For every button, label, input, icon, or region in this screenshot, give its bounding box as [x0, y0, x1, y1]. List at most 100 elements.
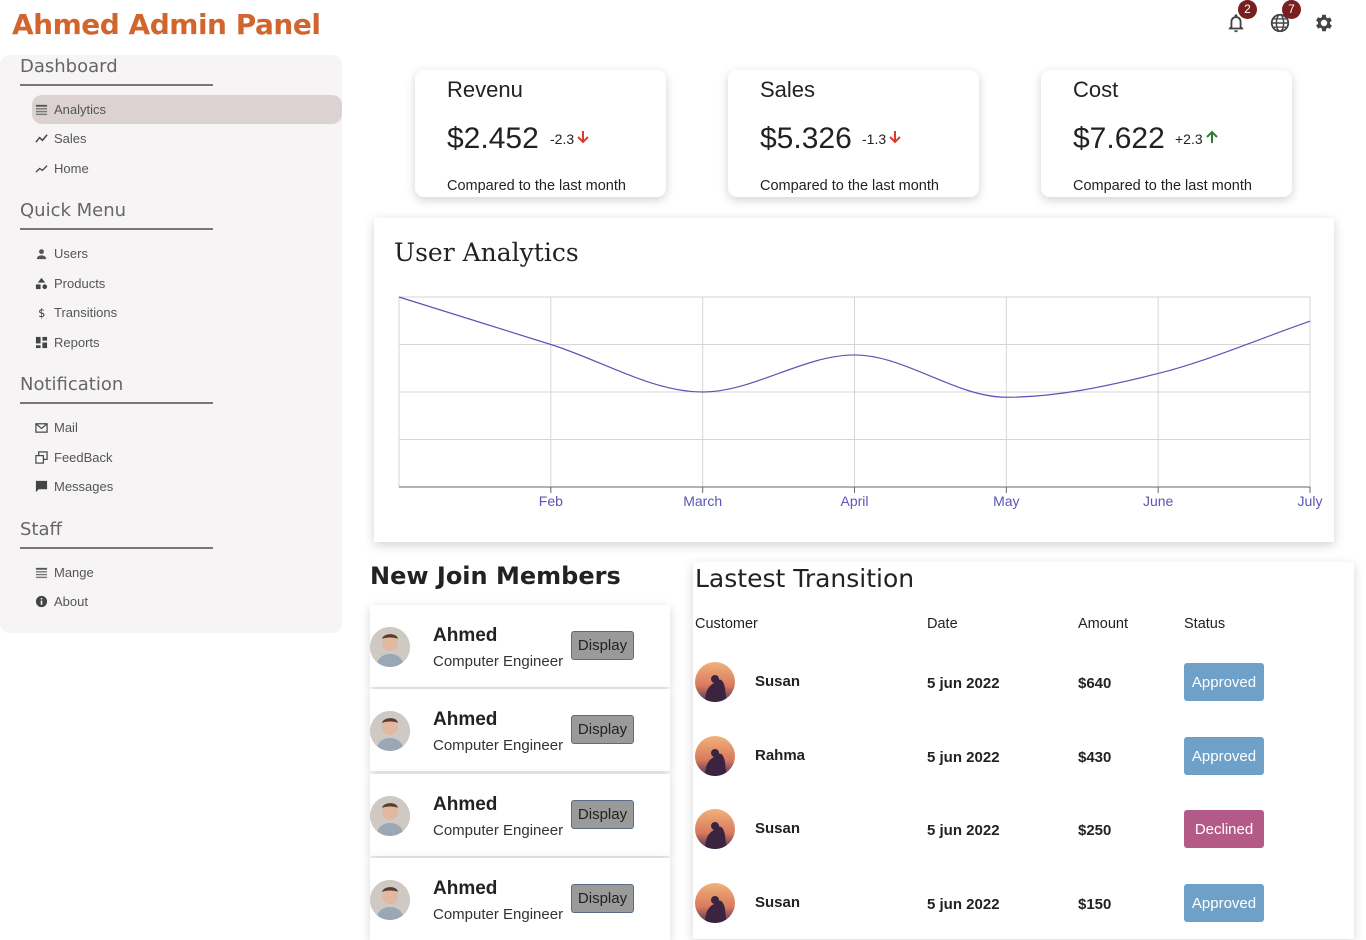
arrow-down-icon — [886, 130, 902, 147]
display-button[interactable]: Display — [571, 800, 634, 829]
sidebar-item-products[interactable]: Products — [32, 269, 342, 298]
member-role: Computer Engineer — [433, 737, 564, 754]
member-avatar — [370, 880, 410, 920]
card-subtitle: Compared to the last month — [1073, 178, 1252, 194]
section-divider — [20, 402, 213, 404]
sidebar-item-label: FeedBack — [54, 450, 113, 465]
status-approved-button[interactable]: Approved — [1184, 884, 1264, 922]
card-rate: -1.3 — [862, 130, 902, 147]
person-icon — [34, 247, 48, 261]
x-tick-label: July — [1298, 493, 1323, 509]
trending-icon — [34, 162, 48, 176]
dashboard-icon — [34, 336, 48, 350]
top-bar: Ahmed Admin Panel 2 7 — [0, 0, 1366, 56]
sidebar-item-label: Transitions — [54, 305, 118, 320]
arrow-down-icon — [574, 130, 590, 147]
chat-icon — [34, 480, 48, 494]
member-avatar — [370, 627, 410, 667]
transactions-title: Lastest Transition — [695, 564, 915, 593]
status-approved-button[interactable]: Approved — [1184, 737, 1264, 775]
table-icon — [34, 103, 48, 117]
user-analytics-chart: User Analytics Feb March April May June July — [374, 218, 1334, 542]
member-card: Ahmed Computer Engineer Display — [370, 689, 670, 771]
sidebar-section-staff: Staff — [20, 519, 62, 540]
sidebar-item-label: About — [54, 594, 88, 609]
member-avatar — [370, 711, 410, 751]
table-row: Susan 5 jun 2022 $250 Declined — [693, 809, 1354, 851]
customer-name: Susan — [755, 820, 801, 837]
display-button[interactable]: Display — [571, 715, 634, 744]
sidebar: Dashboard Analytics Sales Home Quick Men… — [0, 55, 342, 633]
sidebar-item-users[interactable]: Users — [32, 239, 342, 268]
sidebar-item-reports[interactable]: Reports — [32, 328, 342, 357]
card-value: $5.326 — [760, 122, 852, 155]
member-card: Ahmed Computer Engineer Display — [370, 858, 670, 940]
display-button[interactable]: Display — [571, 884, 634, 913]
customer-name: Rahma — [755, 747, 806, 764]
transaction-amount: $430 — [1078, 749, 1112, 766]
table-row: Rahma 5 jun 2022 $430 Approved — [693, 736, 1354, 778]
sidebar-item-mail[interactable]: Mail — [32, 413, 342, 442]
globe-icon — [1269, 12, 1291, 39]
transaction-amount: $250 — [1078, 822, 1112, 839]
member-card: Ahmed Computer Engineer Display — [370, 774, 670, 856]
app-logo[interactable]: Ahmed Admin Panel — [12, 8, 321, 41]
transaction-amount: $640 — [1078, 675, 1112, 692]
rate-value: -2.3 — [550, 130, 575, 147]
feedback-icon — [34, 451, 48, 465]
sidebar-item-label: Reports — [54, 335, 100, 350]
transaction-date: 5 jun 2022 — [927, 749, 1000, 766]
x-tick-label: May — [993, 493, 1019, 509]
display-button[interactable]: Display — [571, 631, 634, 660]
members-title: New Join Members — [370, 562, 621, 590]
status-approved-button[interactable]: Approved — [1184, 663, 1264, 701]
sidebar-item-label: Analytics — [54, 102, 107, 117]
member-name: Ahmed — [433, 794, 498, 815]
sidebar-item-feedback[interactable]: FeedBack — [32, 443, 342, 472]
table-row: Susan 5 jun 2022 $640 Approved — [693, 662, 1354, 704]
trending-icon — [34, 132, 48, 146]
card-subtitle: Compared to the last month — [447, 178, 626, 194]
member-avatar — [370, 796, 410, 836]
card-title: Revenu — [447, 77, 523, 102]
transaction-date: 5 jun 2022 — [927, 822, 1000, 839]
cost-card: Cost $7.622 +2.3 Compared to the last mo… — [1041, 70, 1292, 197]
x-tick-label: April — [840, 493, 868, 509]
sidebar-item-label: Users — [54, 246, 88, 261]
member-name: Ahmed — [433, 625, 498, 646]
status-declined-button[interactable]: Declined — [1184, 810, 1264, 848]
chart-title: User Analytics — [394, 238, 579, 267]
customer-name: Susan — [755, 894, 801, 911]
sidebar-item-messages[interactable]: Messages — [32, 472, 342, 501]
top-icon-group: 2 7 — [1224, 0, 1336, 39]
sidebar-item-home[interactable]: Home — [32, 154, 342, 183]
language-button[interactable]: 7 — [1268, 0, 1301, 39]
sidebar-item-transitions[interactable]: $ Transitions — [32, 298, 342, 327]
table-row: Susan 5 jun 2022 $150 Approved — [693, 883, 1354, 925]
mail-icon — [34, 421, 48, 435]
member-name: Ahmed — [433, 878, 498, 899]
sidebar-item-about[interactable]: About — [32, 587, 342, 616]
notification-badge: 2 — [1238, 0, 1257, 19]
settings-button[interactable] — [1312, 12, 1336, 38]
sidebar-item-analytics[interactable]: Analytics — [32, 95, 342, 124]
revenue-card: Revenu $2.452 -2.3 Compared to the last … — [415, 70, 666, 197]
customer-avatar — [695, 662, 735, 702]
sidebar-item-label: Home — [54, 161, 89, 176]
sidebar-item-mange[interactable]: Mange — [32, 558, 342, 587]
sales-card: Sales $5.326 -1.3 Compared to the last m… — [728, 70, 979, 197]
sidebar-item-sales[interactable]: Sales — [32, 124, 342, 153]
card-rate: -2.3 — [550, 130, 590, 147]
customer-avatar — [695, 883, 735, 923]
section-divider — [20, 228, 213, 230]
card-title: Sales — [760, 77, 816, 102]
customer-name: Susan — [755, 673, 801, 690]
card-subtitle: Compared to the last month — [760, 178, 939, 194]
x-tick-label: June — [1143, 493, 1174, 509]
arrow-up-icon — [1203, 130, 1219, 147]
rate-value: -1.3 — [862, 130, 887, 147]
sidebar-item-label: Messages — [54, 479, 114, 494]
notifications-button[interactable]: 2 — [1224, 0, 1257, 38]
column-header-date: Date — [927, 616, 958, 632]
section-divider — [20, 547, 213, 549]
